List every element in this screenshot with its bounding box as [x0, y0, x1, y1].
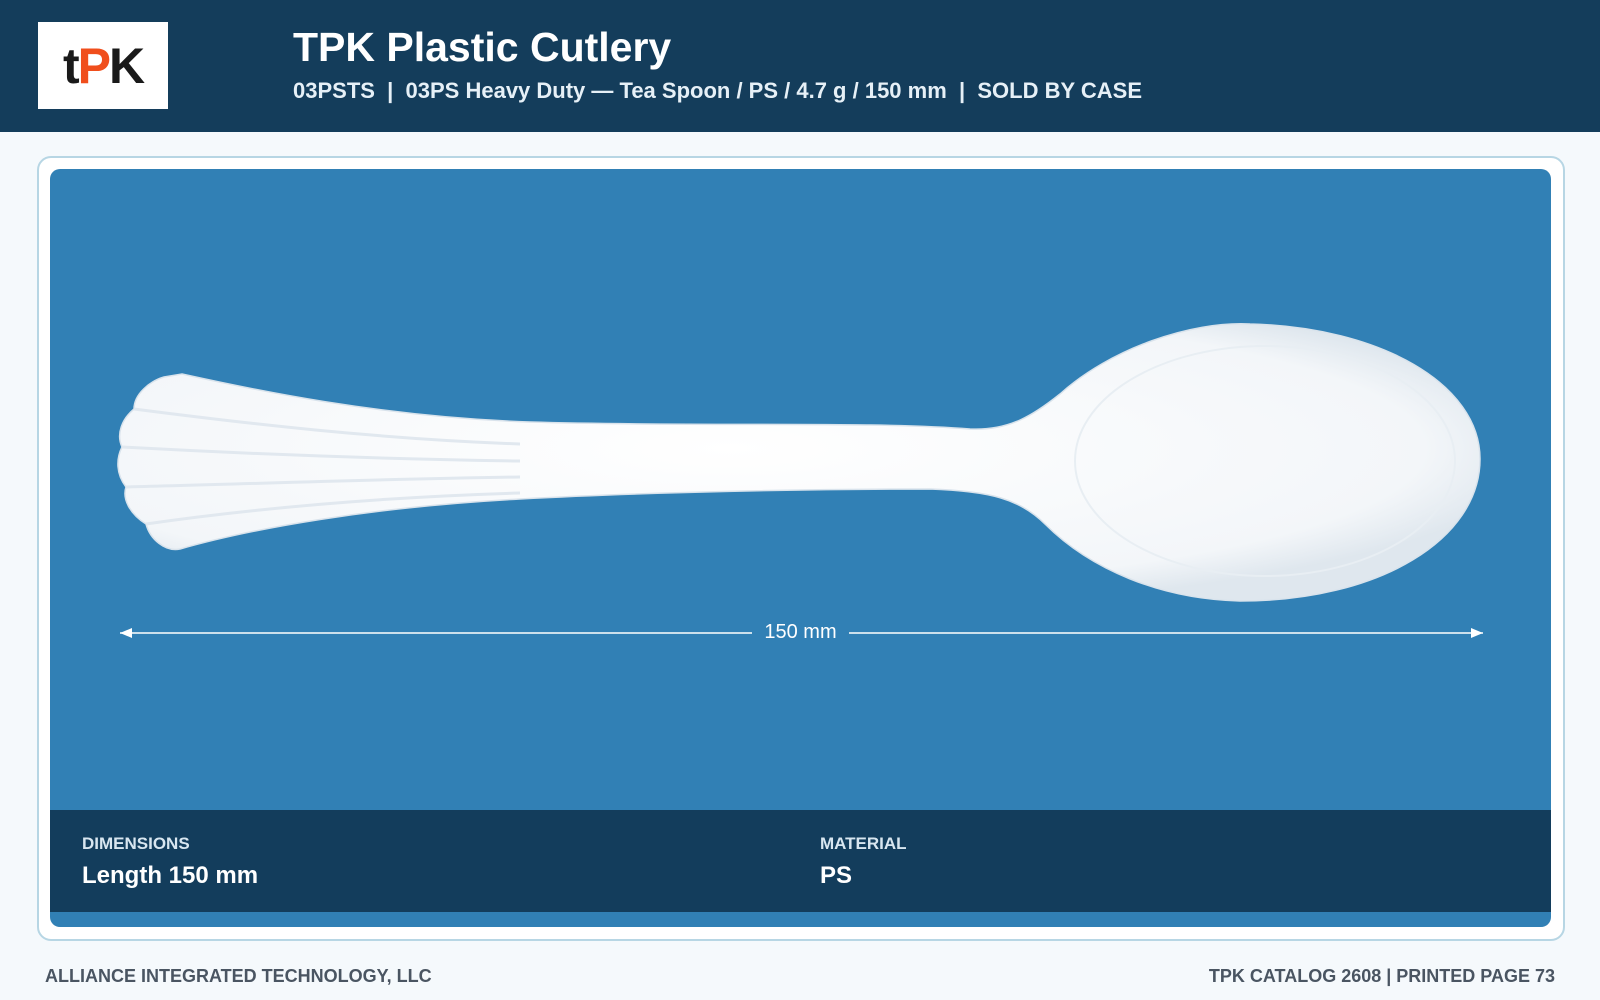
spec-bar: DIMENSIONS Length 150 mm MATERIAL PS [50, 810, 1551, 912]
product-panel: 150 mm DIMENSIONS Length 150 mm MATERIAL… [50, 169, 1551, 927]
footer-left: ALLIANCE INTEGRATED TECHNOLOGY, LLC [45, 966, 432, 986]
spec-label: DIMENSIONS [82, 834, 190, 853]
logo-letter: K [108, 37, 145, 94]
logo-letter: t [62, 37, 80, 94]
footer-right: TPK CATALOG 2608 | PRINTED PAGE 73 [1208, 966, 1555, 986]
spec-value: PS [820, 862, 853, 889]
spec-value: Length 150 mm [82, 862, 259, 889]
title: TPK Plastic Cutlery [293, 24, 672, 70]
dimension-label: 150 mm [752, 621, 849, 643]
logo-letter: P [77, 37, 111, 94]
spec-label: MATERIAL [820, 834, 907, 853]
product-image [117, 323, 1483, 638]
dimension-label-row: 150 mm [50, 621, 1551, 644]
spoon [117, 323, 1481, 602]
subtitle: 03PSTS | 03PS Heavy Duty — Tea Spoon / P… [293, 78, 1142, 103]
